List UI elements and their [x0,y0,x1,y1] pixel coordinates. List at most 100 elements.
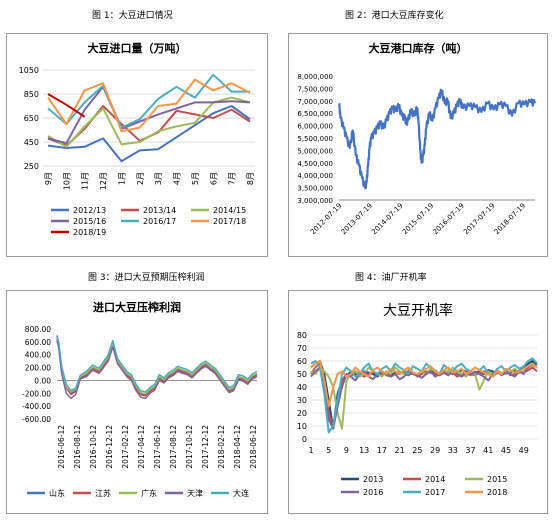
caption-fig2: 图 2：港口大豆库存变化 [345,11,444,21]
chart-panel-crush-margin: 进口大豆压榨利润 800.00 600.00 400.00 200.00 0.00 -200… [6,290,268,514]
x-tick-label: 2016-07-19 [431,202,465,236]
series-line [310,360,538,408]
series-line [56,340,258,400]
legend-label: 2014/15 [213,206,246,215]
x-tick-label: 2012-07-19 [309,202,343,236]
legend-label: 江苏 [95,488,111,498]
x-tick-label: 2013-07-19 [340,202,374,236]
import-chart: 大豆进口量（万吨） 250 450 650 850 1050 9月 10月 11月 12月 1月 2月… [19,41,255,237]
y-tick-label: -400.00 [22,402,51,411]
y-tick-label: 250 [24,162,39,171]
y-tick-label: 7,500,000 [297,85,333,93]
y-tick-label: 40 [297,383,307,392]
x-tick-label: 2017-04-12 [137,425,146,469]
x-tick-label: 2017-08-12 [169,425,178,469]
legend-label: 2013 [363,475,383,484]
series-line [310,357,538,434]
x-tick-label: 1 [308,446,313,455]
legend-label: 2013/14 [143,206,176,215]
operating-rate-chart: 大豆开机率 0 10 20 30 40 50 60 70 80 1 5 9 13 17 21 25 29 33 37 4… [297,302,538,497]
x-tick-label: 2018-02-12 [217,425,226,469]
y-tick-label: 4,000,000 [297,172,333,180]
x-tick-label: 5月 [191,172,200,185]
y-tick-label: 3,500,000 [297,185,333,193]
x-tick-label: 2016-06-12 [57,425,66,469]
series-line [56,336,258,393]
caption-fig3: 图 3：进口大豆预期压榨利润 [88,273,205,283]
x-tick-label: 2018-04-12 [233,425,242,469]
x-tick-label: 9月 [44,172,53,185]
y-tick-label: 6,000,000 [297,123,333,131]
y-tick-label: 450 [24,138,39,147]
y-tick-label: -600.00 [22,415,51,424]
x-tick-label: 41 [483,446,493,455]
x-tick-label: 25 [412,446,422,455]
chart-title: 大豆开机率 [383,302,453,319]
x-tick-label: 2月 [136,172,145,185]
port-stock-chart: 大豆港口库存（吨） 3,000,000 3,500,000 4,000,000 4,50… [297,41,537,236]
y-tick-label: 10 [297,422,307,431]
legend-label: 2015 [487,475,507,484]
x-tick-label: 2016-12-12 [105,425,114,469]
x-tick-label: 45 [501,446,511,455]
legend-label: 2018/19 [73,228,106,237]
y-tick-label: 1050 [19,66,39,75]
series-line [47,93,86,118]
y-tick-label: -200.00 [22,389,51,398]
series-line [47,78,251,133]
chart-title: 大豆港口库存（吨） [369,41,468,55]
x-tick-label: 3月 [154,172,163,185]
legend-label: 天津 [187,488,203,498]
y-tick-label: 6,500,000 [297,110,333,118]
x-tick-label: 2017-12-12 [201,425,210,469]
y-tick-label: 600.00 [25,338,51,347]
caption-fig4: 图 4：油厂开机率 [355,273,427,283]
x-tick-label: 5 [326,446,331,455]
x-tick-label: 49 [519,446,529,455]
chart-title: 大豆进口量（万吨） [88,41,187,55]
x-tick-label: 6月 [209,172,218,185]
chart-panel-port-stock: 大豆港口库存（吨） 3,000,000 3,500,000 4,000,000 4,50… [288,33,548,257]
legend-label: 2017 [425,488,445,497]
legend-label: 2016/17 [143,217,176,226]
x-tick-label: 2014-07-19 [370,202,404,236]
y-tick-label: 5,500,000 [297,135,333,143]
x-tick-label: 2016-10-12 [89,425,98,469]
y-tick-label: 650 [24,114,39,123]
y-tick-label: 8,000,000 [297,73,333,81]
chart-panel-imports: 大豆进口量（万吨） 250 450 650 850 1050 9月 10月 11月 12月 1月 2月… [6,33,268,257]
x-tick-label: 17 [377,446,387,455]
x-tick-label: 2017-02-12 [121,425,130,469]
y-tick-label: 800.00 [25,325,51,334]
chart-panel-operating-rate: 大豆开机率 0 10 20 30 40 50 60 70 80 1 5 9 13 17 21 25 29 33 37 4… [288,290,548,514]
x-tick-label: 9 [344,446,349,455]
x-tick-label: 2016-08-12 [73,425,82,469]
x-tick-label: 10月 [62,172,71,190]
x-tick-label: 2018-07-19 [493,202,527,236]
y-tick-label: 3,000,000 [297,197,333,205]
series-line [310,363,538,430]
y-tick-label: 0 [302,435,307,444]
y-tick-label: 20 [297,409,307,418]
x-tick-label: 29 [430,446,440,455]
x-tick-label: 33 [448,446,458,455]
y-tick-label: 0.00 [34,376,51,385]
x-tick-label: 4月 [173,172,182,185]
series-line [47,105,251,163]
chart-title: 进口大豆压榨利润 [93,300,181,314]
y-tick-label: 4,500,000 [297,160,333,168]
legend-label: 山东 [49,488,65,498]
y-tick-label: 200.00 [25,364,51,373]
x-tick-label: 7月 [228,172,237,185]
y-tick-label: 7,000,000 [297,98,333,106]
x-tick-label: 2018-06-12 [249,425,258,469]
caption-fig1: 图 1：大豆进口情况 [92,11,173,21]
x-tick-label: 37 [465,446,475,455]
x-tick-label: 1月 [117,172,126,185]
legend-label: 广东 [141,488,157,498]
y-tick-label: 5,000,000 [297,147,333,155]
stock-line [338,88,537,190]
legend-label: 2017/18 [213,217,246,226]
y-tick-label: 400.00 [25,351,51,360]
legend-label: 大连 [233,488,249,498]
